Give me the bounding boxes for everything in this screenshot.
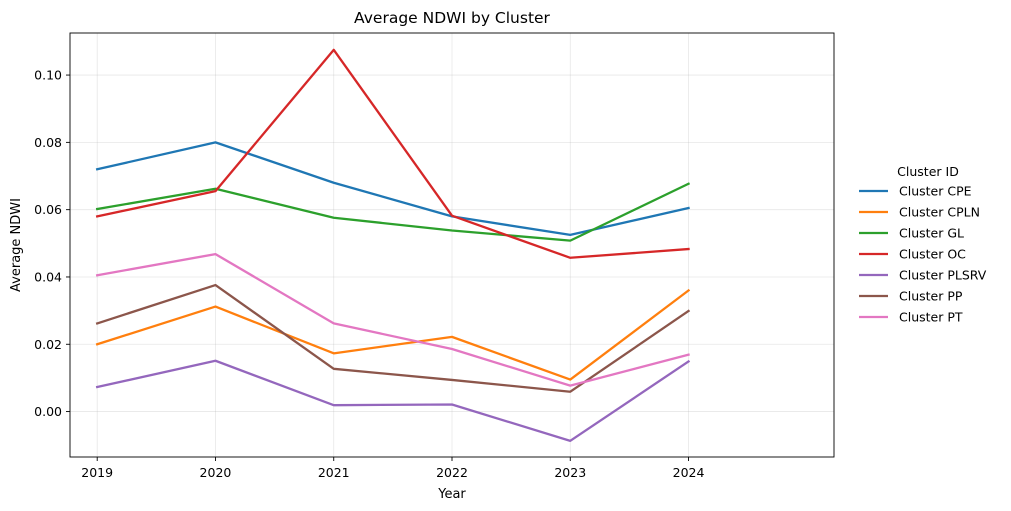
series-line-cluster-plsrv	[95, 359, 691, 443]
legend-entry-label: Cluster PT	[899, 310, 963, 325]
series-line-cluster-cpe	[95, 141, 690, 237]
y-tick-label: 0.00	[34, 404, 62, 419]
legend-entry-label: Cluster OC	[899, 247, 966, 262]
y-axis-label: Average NDWI	[9, 198, 24, 292]
legend-title: Cluster ID	[897, 164, 959, 179]
x-axis-label: Year	[437, 487, 466, 502]
series-layer	[95, 48, 691, 443]
chart-title: Average NDWI by Cluster	[354, 9, 551, 27]
x-tick-label: 2021	[318, 465, 350, 480]
legend-entry-label: Cluster GL	[899, 226, 964, 241]
y-tick-label: 0.04	[34, 269, 62, 284]
legend-entry-label: Cluster PLSRV	[899, 268, 987, 283]
y-axis: 0.00 0.02 0.04 0.06 0.08 0.10	[34, 68, 70, 419]
legend-entry-label: Cluster CPE	[899, 184, 972, 199]
legend-entry-label: Cluster CPLN	[899, 205, 980, 220]
legend-entry-label: Cluster PP	[899, 289, 963, 304]
series-line-cluster-gl	[95, 182, 691, 242]
x-tick-label: 2020	[200, 465, 232, 480]
x-tick-label: 2023	[554, 465, 586, 480]
x-tick-label: 2022	[436, 465, 468, 480]
series-line-cluster-cpln	[95, 288, 691, 381]
y-tick-label: 0.08	[34, 135, 62, 150]
series-line-cluster-pp	[95, 283, 691, 393]
grid	[70, 33, 834, 457]
series-line-cluster-oc	[95, 48, 690, 259]
y-tick-label: 0.06	[34, 202, 62, 217]
y-tick-label: 0.10	[34, 68, 62, 83]
y-tick-label: 0.02	[34, 337, 62, 352]
x-tick-label: 2024	[673, 465, 705, 480]
legend: Cluster ID Cluster CPE Cluster CPLN Cluste…	[859, 164, 987, 325]
series-line-cluster-pt	[95, 252, 690, 387]
x-tick-label: 2019	[81, 465, 113, 480]
x-axis: 2019 2020 2021 2022 2023 2024	[81, 457, 704, 480]
